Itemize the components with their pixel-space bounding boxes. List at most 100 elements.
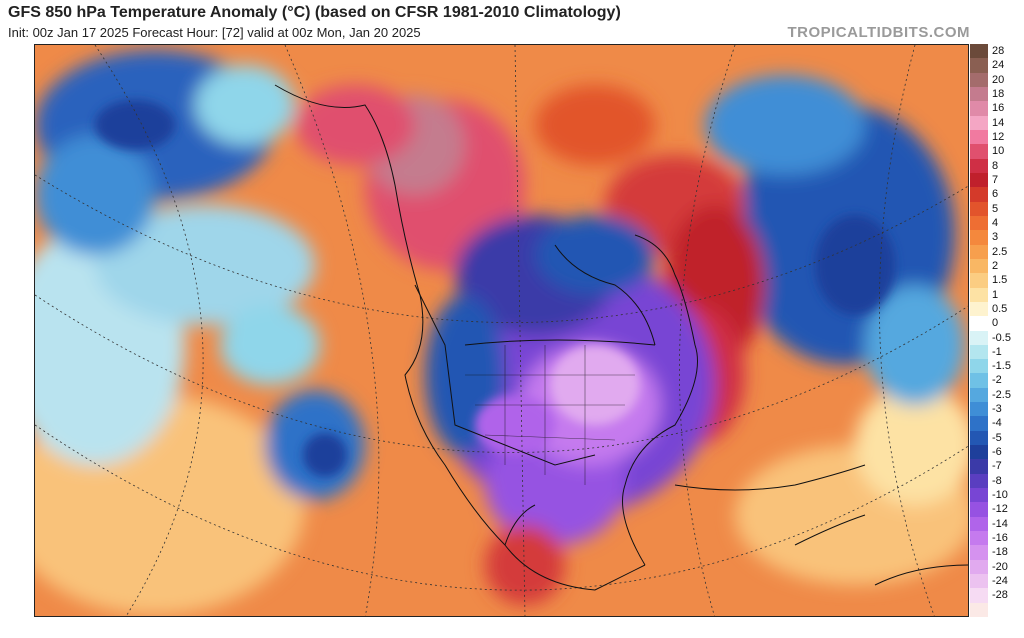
legend-swatch — [970, 44, 988, 59]
state-borders — [465, 345, 635, 485]
legend-label: 6 — [992, 188, 999, 201]
legend-swatch — [970, 416, 988, 431]
legend-swatch — [970, 559, 988, 574]
legend-entry: -20 — [970, 559, 1024, 574]
legend-entry: 8 — [970, 158, 1024, 173]
legend-swatch — [970, 516, 988, 532]
legend-swatch — [970, 244, 988, 259]
legend-swatch — [970, 459, 988, 474]
legend-label: -5 — [992, 431, 1002, 444]
legend-label: 3 — [992, 231, 999, 244]
legend-label: 8 — [992, 159, 999, 172]
legend-swatch — [970, 359, 988, 374]
legend-swatch — [970, 488, 988, 503]
legend-label: -6 — [992, 446, 1002, 459]
legend-entry: -1 — [970, 344, 1024, 360]
legend-swatch — [970, 201, 988, 216]
legend-label: 2 — [992, 259, 999, 272]
legend-label: 10 — [992, 145, 1005, 158]
legend-swatch — [970, 86, 988, 102]
legend-label: -20 — [992, 560, 1008, 573]
legend-entry: 1.5 — [970, 273, 1024, 288]
legend-swatch — [970, 301, 988, 317]
legend-entry: 7 — [970, 172, 1024, 188]
legend-entry: 24 — [970, 58, 1024, 73]
legend-entry: -8 — [970, 473, 1024, 489]
legend-swatch — [970, 287, 988, 302]
legend-label: -10 — [992, 489, 1008, 502]
legend-swatch — [970, 387, 988, 403]
legend-entry: -24 — [970, 574, 1024, 589]
legend-swatch — [970, 158, 988, 173]
legend-label: -24 — [992, 575, 1008, 588]
graticule — [35, 45, 968, 616]
legend-label: 7 — [992, 173, 999, 186]
legend-entry: -16 — [970, 531, 1024, 546]
color-legend: 28 24 20 18 16 14 12 10 8 7 6 5 4 3 2.5 2 1.5 1 0.5 0 -0.5 -1… — [970, 44, 1024, 617]
legend-swatch — [970, 316, 988, 331]
legend-label: 20 — [992, 73, 1005, 86]
legend-swatch — [970, 574, 988, 589]
legend-entry: 5 — [970, 201, 1024, 216]
legend-entry: -6 — [970, 445, 1024, 460]
legend-entry: 1 — [970, 287, 1024, 302]
legend-label: -0.5 — [992, 331, 1011, 344]
legend-entry: -28 — [970, 588, 1024, 603]
legend-entry: -10 — [970, 488, 1024, 503]
legend-swatch — [970, 72, 988, 87]
legend-label: -12 — [992, 503, 1008, 516]
legend-swatch — [970, 101, 988, 116]
legend-entry: 4 — [970, 215, 1024, 231]
anomaly-map — [34, 44, 969, 617]
legend-label: 14 — [992, 116, 1005, 129]
legend-swatch — [970, 330, 988, 345]
legend-swatch — [970, 273, 988, 288]
legend-entry: 0.5 — [970, 301, 1024, 317]
legend-entry: -5 — [970, 430, 1024, 446]
map-canvas — [35, 45, 968, 616]
legend-label: -16 — [992, 532, 1008, 545]
legend-label: 16 — [992, 102, 1005, 115]
legend-label: -1.5 — [992, 360, 1011, 373]
legend-swatch — [970, 602, 988, 617]
legend-label: 24 — [992, 59, 1005, 72]
legend-entry: 10 — [970, 144, 1024, 159]
legend-label: 0.5 — [992, 302, 1008, 315]
legend-swatch — [970, 172, 988, 188]
legend-label: 5 — [992, 202, 999, 215]
legend-label: 28 — [992, 45, 1005, 57]
site-credit: TROPICALTIDBITS.COM — [787, 24, 970, 41]
legend-entry: 3 — [970, 230, 1024, 245]
legend-entry: -18 — [970, 545, 1024, 560]
legend-label: 12 — [992, 130, 1005, 143]
legend-swatch — [970, 129, 988, 145]
anomaly-field — [35, 50, 968, 615]
legend-entry: -4 — [970, 416, 1024, 431]
legend-swatch — [970, 58, 988, 73]
legend-label: -2.5 — [992, 388, 1011, 401]
legend-label: -28 — [992, 589, 1008, 602]
legend-label: -18 — [992, 546, 1008, 559]
legend-entry: -0.5 — [970, 330, 1024, 345]
legend-label: -2 — [992, 374, 1002, 387]
legend-entry: -14 — [970, 516, 1024, 532]
coastlines — [274, 84, 968, 591]
legend-swatch — [970, 545, 988, 560]
legend-swatch — [970, 430, 988, 446]
legend-label: -8 — [992, 474, 1002, 487]
legend-label: 1.5 — [992, 274, 1008, 287]
legend-entry: 12 — [970, 129, 1024, 145]
legend-swatch — [970, 531, 988, 546]
legend-label: 18 — [992, 87, 1005, 100]
legend-swatch — [970, 115, 988, 130]
legend-label: -4 — [992, 417, 1002, 430]
legend-swatch — [970, 258, 988, 274]
legend-entry: -2 — [970, 373, 1024, 388]
legend-swatch — [970, 373, 988, 388]
legend-label: 1 — [992, 288, 999, 301]
legend-swatch — [970, 344, 988, 360]
legend-swatch — [970, 588, 988, 603]
legend-entry: 20 — [970, 72, 1024, 87]
legend-entry: 18 — [970, 86, 1024, 102]
legend-entry: 6 — [970, 187, 1024, 202]
